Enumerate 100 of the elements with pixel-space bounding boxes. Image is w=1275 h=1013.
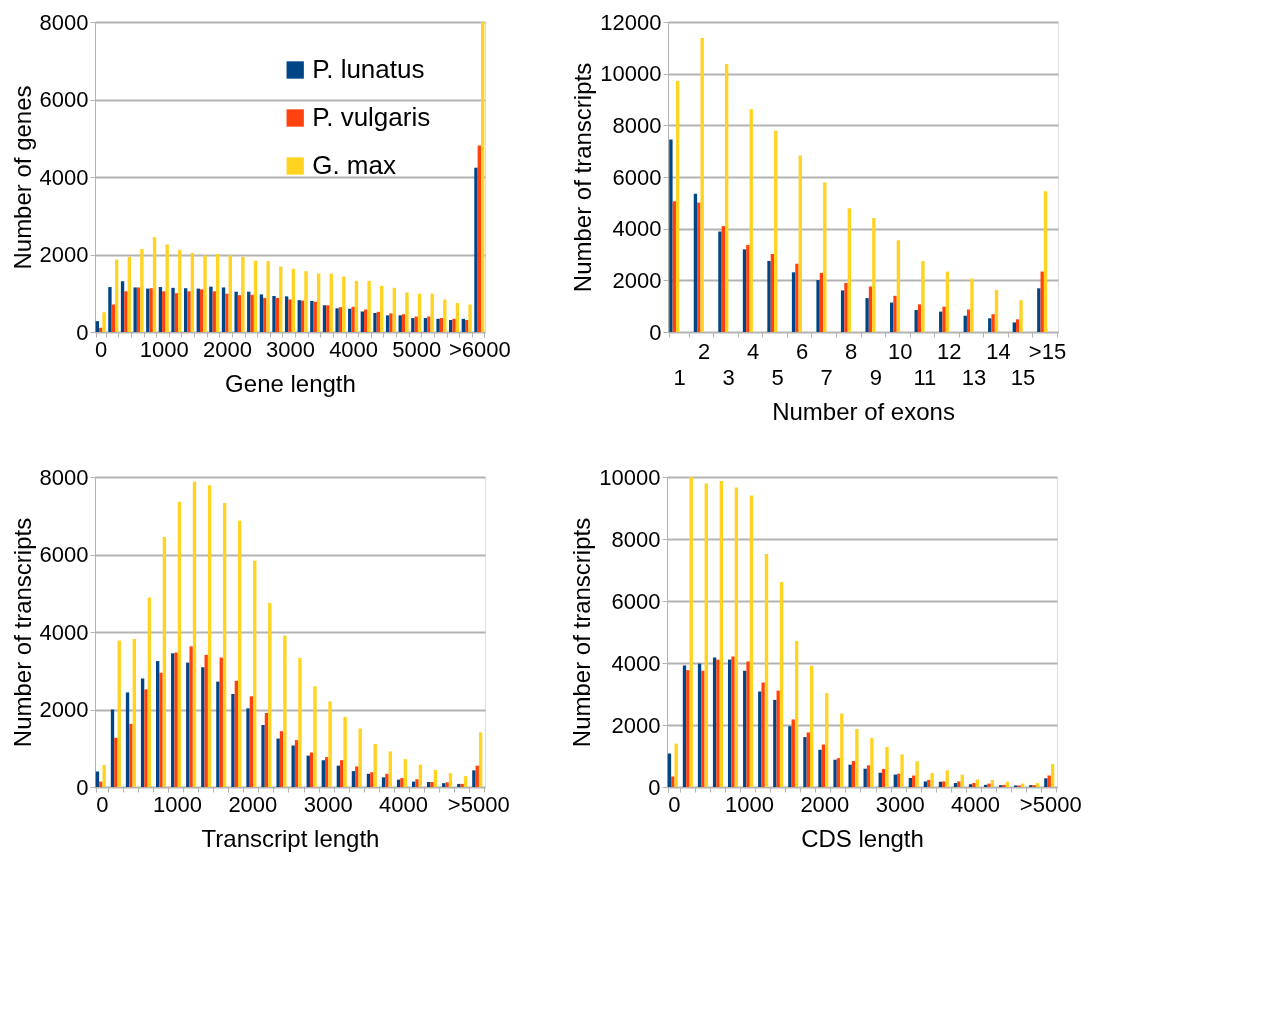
- bar: [370, 772, 374, 787]
- bar: [915, 761, 919, 787]
- y-tick-label: 10000: [599, 464, 661, 490]
- legend-label: G. max: [312, 150, 396, 180]
- bar: [298, 657, 302, 787]
- bar: [385, 315, 390, 332]
- bar: [398, 315, 402, 332]
- x-tick-label: 2000: [202, 336, 252, 362]
- bar: [746, 244, 750, 332]
- bar: [355, 766, 359, 787]
- x-tick-label: 5000: [392, 336, 442, 362]
- bar: [221, 287, 226, 332]
- bar: [716, 659, 720, 787]
- x-tick-label: 6: [796, 338, 809, 364]
- bar: [351, 771, 356, 787]
- bar: [718, 231, 722, 332]
- bar: [322, 305, 327, 332]
- x-tick-label: 15: [1010, 364, 1036, 390]
- bar: [773, 699, 777, 787]
- bar: [241, 256, 245, 332]
- bar: [1050, 764, 1055, 787]
- x-tick-label: 0: [668, 791, 681, 817]
- bar: [885, 747, 889, 787]
- x-tick-label: 4000: [378, 791, 428, 817]
- x-tick-label: 2000: [800, 791, 850, 817]
- bar: [700, 38, 704, 332]
- bar: [1012, 322, 1016, 332]
- bar: [199, 289, 204, 332]
- y-tick-label: 8000: [611, 526, 661, 552]
- bar: [335, 308, 339, 332]
- x-tick-label: 4000: [950, 791, 1000, 817]
- y-tick-label: 8000: [39, 9, 89, 35]
- y-tick-label: 0: [76, 774, 89, 800]
- bar: [326, 305, 330, 332]
- x-tick-label: 5: [771, 364, 784, 390]
- bar: [465, 319, 469, 332]
- bar: [795, 263, 799, 332]
- bar: [443, 299, 447, 332]
- bar: [102, 764, 106, 787]
- x-tick-label: 1000: [153, 791, 203, 817]
- y-tick-label: 8000: [39, 464, 89, 490]
- bar: [201, 667, 205, 787]
- x-tick-label: 12: [937, 338, 962, 364]
- bar: [427, 316, 431, 332]
- x-axis-title: CDS length: [801, 824, 924, 852]
- bar: [806, 732, 811, 787]
- x-tick-label: 7: [820, 364, 833, 390]
- bar: [144, 689, 148, 787]
- bar: [114, 737, 118, 787]
- x-tick-label: 3000: [303, 791, 353, 817]
- bar: [1019, 300, 1023, 332]
- x-tick-label: >15: [1028, 338, 1067, 364]
- bar: [436, 318, 440, 332]
- bar: [669, 139, 673, 332]
- bar: [360, 311, 365, 332]
- legend-label: P. lunatus: [312, 54, 425, 84]
- y-axis-title: Number of transcripts: [8, 517, 36, 748]
- bar: [401, 314, 406, 332]
- bar: [844, 282, 848, 332]
- bar: [102, 312, 106, 332]
- bar: [957, 781, 961, 787]
- bar: [234, 291, 238, 332]
- bar: [216, 681, 220, 787]
- bar: [833, 759, 837, 787]
- x-tick-label: 0: [96, 791, 109, 817]
- bar: [942, 781, 946, 787]
- bar: [246, 708, 250, 787]
- bar: [165, 244, 169, 332]
- bar: [261, 725, 265, 787]
- y-tick-label: 2000: [39, 242, 89, 267]
- x-tick-label: 13: [961, 364, 987, 390]
- bar: [129, 723, 133, 787]
- y-axis-title: Number of transcripts: [569, 62, 597, 293]
- bar: [866, 765, 871, 787]
- bar: [900, 754, 904, 787]
- bar: [788, 726, 792, 787]
- bar: [283, 635, 287, 787]
- bar: [848, 764, 852, 787]
- bar: [171, 287, 175, 332]
- bar: [836, 758, 841, 787]
- bar: [818, 749, 822, 787]
- y-tick-label: 4000: [611, 650, 661, 676]
- bar: [908, 778, 913, 787]
- bar: [133, 287, 137, 332]
- bar: [921, 260, 925, 332]
- y-axis-title: Number of genes: [8, 85, 36, 270]
- x-tick-label: 10: [888, 338, 913, 364]
- bar: [183, 288, 188, 332]
- bar: [324, 757, 329, 787]
- bar: [108, 287, 112, 332]
- y-tick-label: 4000: [39, 164, 89, 190]
- bar: [1015, 319, 1020, 332]
- y-tick-label: 4000: [612, 216, 662, 242]
- bar: [988, 318, 992, 332]
- bar: [111, 304, 115, 332]
- y-tick-label: 2000: [39, 697, 89, 722]
- bar: [865, 298, 869, 332]
- bar: [930, 773, 934, 787]
- bar: [472, 770, 476, 787]
- x-tick-label: 2: [697, 338, 711, 364]
